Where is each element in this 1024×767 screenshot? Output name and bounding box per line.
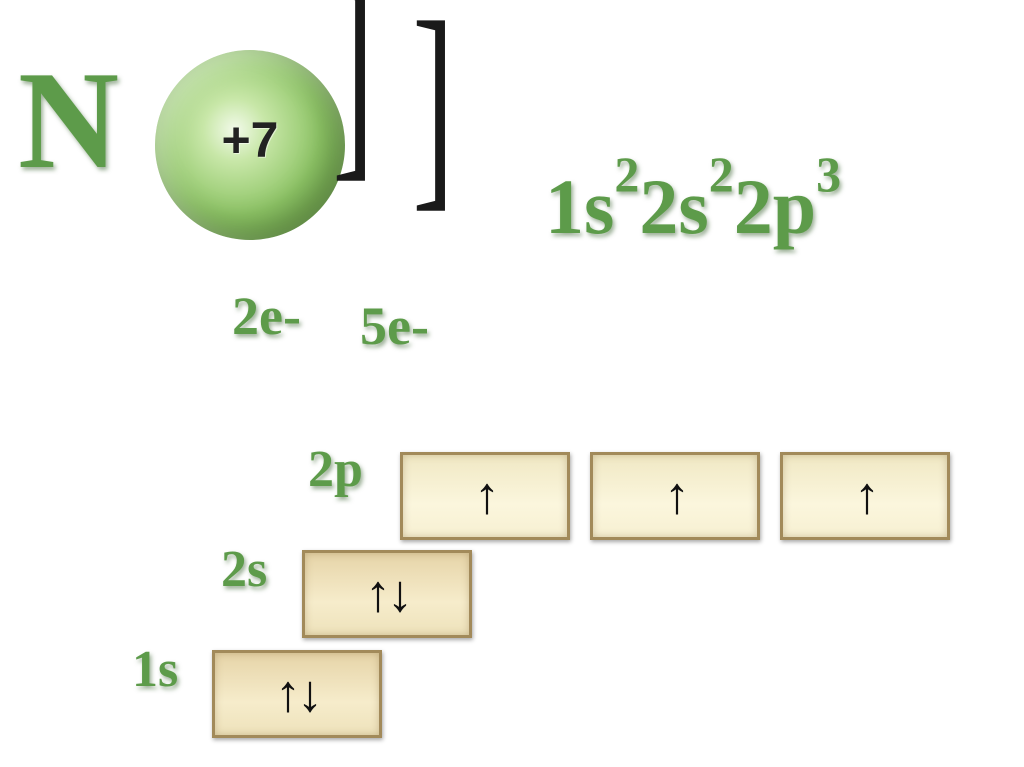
shell-bracket-1: ] — [332, 0, 374, 205]
element-symbol: N — [18, 40, 119, 201]
orbital-label-2p: 2p — [308, 440, 363, 499]
shell-electrons-1: 2e- — [232, 285, 301, 347]
config-part-2: 2s — [639, 163, 708, 250]
config-sup-3: 3 — [816, 146, 841, 202]
orbital-box-2p-3: ↑ — [780, 452, 950, 540]
config-part-3: 2p — [734, 163, 816, 250]
orbital-label-1s: 1s — [132, 640, 178, 699]
orbital-box-2p-1: ↑ — [400, 452, 570, 540]
shell-electrons-2: 5e- — [360, 295, 429, 357]
config-sup-2: 2 — [709, 146, 734, 202]
orbital-label-2s: 2s — [221, 540, 267, 599]
orbital-box-2s: ↑↓ — [302, 550, 472, 638]
orbital-box-2p-2: ↑ — [590, 452, 760, 540]
nucleus-charge: +7 — [221, 111, 278, 169]
config-part-1: 1s — [545, 163, 614, 250]
shell-bracket-2: ] — [412, 0, 454, 235]
electron-configuration: 1s22s22p3 — [545, 160, 841, 252]
orbital-box-1s: ↑↓ — [212, 650, 382, 738]
config-sup-1: 2 — [614, 146, 639, 202]
nucleus-sphere: +7 — [155, 50, 345, 240]
